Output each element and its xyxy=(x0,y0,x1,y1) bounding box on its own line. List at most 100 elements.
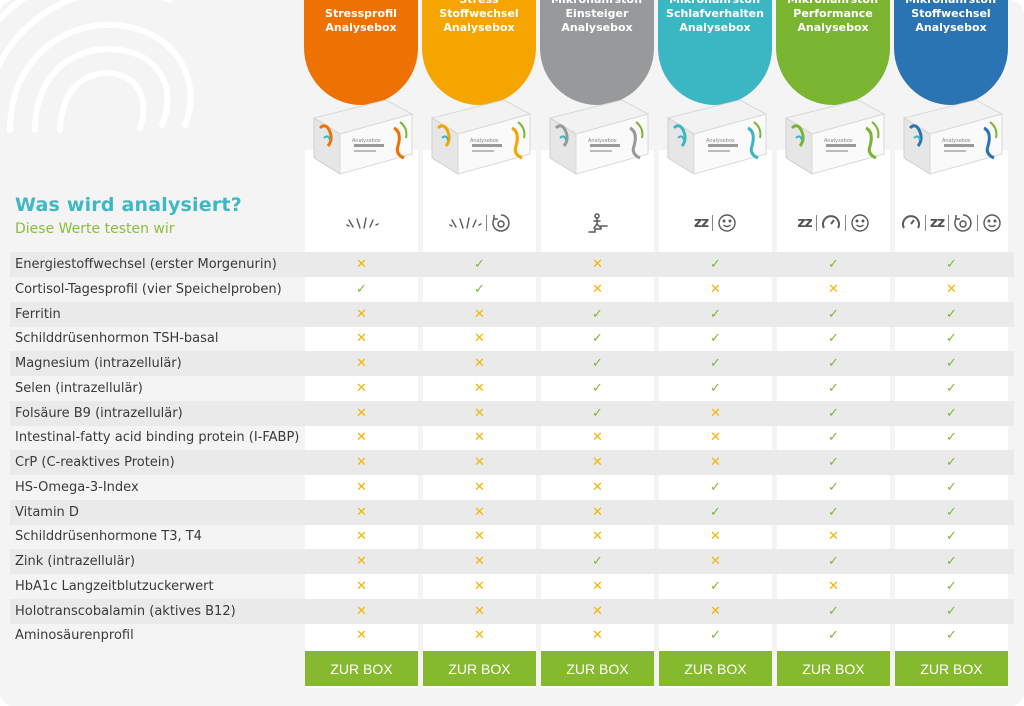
lab-tubes-icon xyxy=(448,214,482,232)
cross-icon: ✕ xyxy=(592,257,603,272)
cross-icon: ✕ xyxy=(474,405,485,421)
check-icon: ✓ xyxy=(710,306,721,322)
zur-box-button[interactable]: ZUR BOX xyxy=(423,651,536,686)
row-label: Energiestoffwechsel (erster Morgenurin) xyxy=(15,257,277,272)
cross-icon: ✕ xyxy=(828,529,839,545)
check-icon: ✓ xyxy=(828,380,839,396)
cross-icon: ✕ xyxy=(356,554,367,569)
product-box-image: Analysebox xyxy=(780,88,888,180)
icon-separator xyxy=(815,215,817,231)
check-icon: ✓ xyxy=(592,306,603,322)
cross-icon: ✕ xyxy=(474,430,485,446)
check-icon: ✓ xyxy=(946,306,957,322)
check-icon: ✓ xyxy=(946,430,957,446)
table-row: Aminosäurenprofil ✕ ✕ ✕ ✓ ✓ ✓ xyxy=(10,623,1014,648)
product-title: Mikronährstoff Schlafverhalten Analysebo… xyxy=(666,0,764,34)
table-row: Selen (intrazellulär) ✕ ✕ ✓ ✓ ✓ ✓ xyxy=(10,376,1014,401)
stairs-person-icon xyxy=(587,213,609,233)
check-icon: ✓ xyxy=(946,578,957,594)
cross-icon: ✕ xyxy=(592,578,603,594)
product-icons xyxy=(305,209,418,237)
zur-box-button[interactable]: ZUR BOX xyxy=(659,651,772,686)
row-label: Magnesium (intrazellulär) xyxy=(15,356,182,371)
product-title: Mikronährstoff Performance Analysebox xyxy=(787,0,879,34)
icon-separator xyxy=(948,215,950,231)
check-icon: ✓ xyxy=(710,380,721,396)
row-label: Selen (intrazellulär) xyxy=(15,380,143,396)
product-header-circle: Stressprofil Analysebox xyxy=(304,0,418,105)
cross-icon: ✕ xyxy=(356,257,367,272)
lab-tubes-icon xyxy=(345,214,379,232)
row-label: Zink (intrazellulär) xyxy=(15,554,136,569)
check-icon: ✓ xyxy=(828,257,839,272)
cross-icon: ✕ xyxy=(474,529,485,545)
product-header-circle: Mikronährstoff Einsteiger Analysebox xyxy=(540,0,654,105)
table-row: CrP (C-reaktives Protein) ✕ ✕ ✕ ✕ ✓ ✓ xyxy=(10,450,1014,475)
cross-icon: ✕ xyxy=(356,628,367,644)
zur-box-button[interactable]: ZUR BOX xyxy=(541,651,654,686)
row-label: CrP (C-reaktives Protein) xyxy=(15,455,175,470)
table-row: HbA1c Langzeitblutzuckerwert ✕ ✕ ✕ ✓ ✕ ✓ xyxy=(10,574,1014,599)
check-icon: ✓ xyxy=(592,405,603,421)
table-row: Holotranscobalamin (aktives B12) ✕ ✕ ✕ ✕ ✓ ✓ xyxy=(10,598,1014,624)
check-icon: ✓ xyxy=(828,455,839,470)
box-label: Analysebox xyxy=(352,138,381,144)
check-icon: ✓ xyxy=(946,380,957,396)
cross-icon: ✕ xyxy=(356,455,367,470)
cross-icon: ✕ xyxy=(710,603,721,619)
cross-icon: ✕ xyxy=(710,281,721,297)
metabolism-icon xyxy=(953,213,973,233)
row-label: Intestinal-fatty acid binding protein (I… xyxy=(15,430,300,446)
heading-subtitle: Diese Werte testen wir xyxy=(15,221,175,237)
smiley-icon xyxy=(982,213,1002,233)
metabolism-icon xyxy=(491,213,511,233)
box-label: Analysebox xyxy=(824,138,853,144)
smiley-icon xyxy=(717,213,737,233)
box-label: Analysebox xyxy=(588,138,617,144)
cross-icon: ✕ xyxy=(356,380,367,396)
box-label: Analysebox xyxy=(470,138,499,144)
cross-icon: ✕ xyxy=(592,603,603,619)
cross-icon: ✕ xyxy=(592,628,603,644)
product-title: Stress Stoffwechsel Analysebox xyxy=(439,0,519,34)
sleep-zz-icon: zz xyxy=(693,215,709,231)
product-icons: zz xyxy=(659,209,772,237)
cross-icon: ✕ xyxy=(474,578,485,594)
check-icon: ✓ xyxy=(710,479,721,495)
check-icon: ✓ xyxy=(592,554,603,569)
row-label: Schilddrüsenhormon TSH-basal xyxy=(15,331,219,347)
box-label: Analysebox xyxy=(706,138,735,144)
heading-title: Was wird analysiert? xyxy=(15,194,242,216)
table-row: Magnesium (intrazellulär) ✕ ✕ ✓ ✓ ✓ ✓ xyxy=(10,351,1014,376)
row-label: HS-Omega-3-Index xyxy=(15,479,139,495)
table-row: Folsäure B9 (intrazellulär) ✕ ✕ ✓ ✕ ✓ ✓ xyxy=(10,400,1014,426)
table-row: Intestinal-fatty acid binding protein (I… xyxy=(10,425,1014,450)
fingerprint-watermark-icon xyxy=(0,0,194,133)
row-label: Schilddrüsenhormone T3, T4 xyxy=(15,529,202,545)
product-header-circle: Mikronährstoff Performance Analysebox xyxy=(776,0,890,105)
product-icons xyxy=(541,209,654,237)
zur-box-button[interactable]: ZUR BOX xyxy=(777,651,890,686)
check-icon: ✓ xyxy=(710,331,721,347)
cross-icon: ✕ xyxy=(356,356,367,371)
cross-icon: ✕ xyxy=(474,504,485,520)
check-icon: ✓ xyxy=(828,479,839,495)
product-box-image: Analysebox xyxy=(308,88,416,180)
cross-icon: ✕ xyxy=(592,455,603,470)
table-heading: Was wird analysiert? Diese Werte testen … xyxy=(15,194,242,237)
zur-box-button[interactable]: ZUR BOX xyxy=(305,651,418,686)
row-label: Vitamin D xyxy=(15,504,79,520)
check-icon: ✓ xyxy=(946,529,957,545)
table-row: Cortisol-Tagesprofil (vier Speichelprobe… xyxy=(10,277,1014,302)
check-icon: ✓ xyxy=(474,281,485,297)
cross-icon: ✕ xyxy=(474,306,485,322)
cross-icon: ✕ xyxy=(592,529,603,545)
check-icon: ✓ xyxy=(828,306,839,322)
table-row: Zink (intrazellulär) ✕ ✕ ✓ ✕ ✓ ✓ xyxy=(10,549,1014,574)
zur-box-button[interactable]: ZUR BOX xyxy=(895,651,1008,686)
speedometer-icon xyxy=(901,213,921,233)
row-label: Folsäure B9 (intrazellulär) xyxy=(15,405,183,421)
check-icon: ✓ xyxy=(946,628,957,644)
cross-icon: ✕ xyxy=(710,405,721,421)
row-label: Holotranscobalamin (aktives B12) xyxy=(15,603,236,619)
